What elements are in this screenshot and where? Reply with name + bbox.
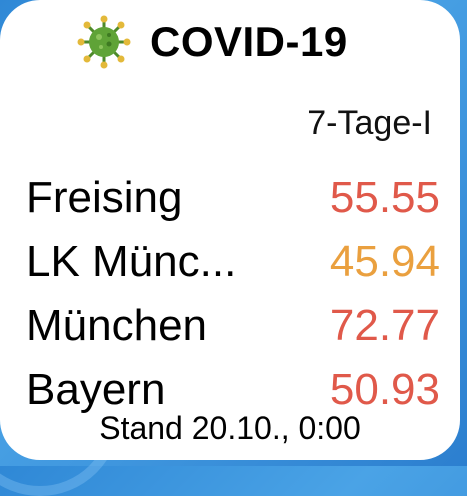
- covid-widget[interactable]: COVID-19 7-Tage-I Freising 55.55 LK Münc…: [0, 0, 460, 460]
- region-name: LK Münc...: [26, 237, 237, 286]
- incidence-value: 72.77: [329, 301, 440, 350]
- metric-label: 7-Tage-I: [307, 104, 432, 142]
- region-list: Freising 55.55 LK Münc... 45.94 München …: [26, 166, 440, 422]
- widget-title: COVID-19: [150, 18, 348, 65]
- last-updated-text: Stand 20.10., 0:00: [99, 410, 361, 446]
- region-row-lk-muenchen: LK Münc... 45.94: [26, 230, 440, 294]
- incidence-value: 50.93: [329, 365, 440, 414]
- widget-header: COVID-19: [76, 12, 348, 72]
- incidence-value: 45.94: [329, 237, 440, 286]
- region-row-bayern: Bayern 50.93: [26, 358, 440, 422]
- incidence-value: 55.55: [329, 173, 440, 222]
- region-row-muenchen: München 72.77: [26, 294, 440, 358]
- region-row-freising: Freising 55.55: [26, 166, 440, 230]
- virus-icon: [77, 15, 131, 69]
- region-name: Freising: [26, 173, 183, 222]
- region-name: München: [26, 301, 208, 350]
- region-name: Bayern: [26, 365, 166, 414]
